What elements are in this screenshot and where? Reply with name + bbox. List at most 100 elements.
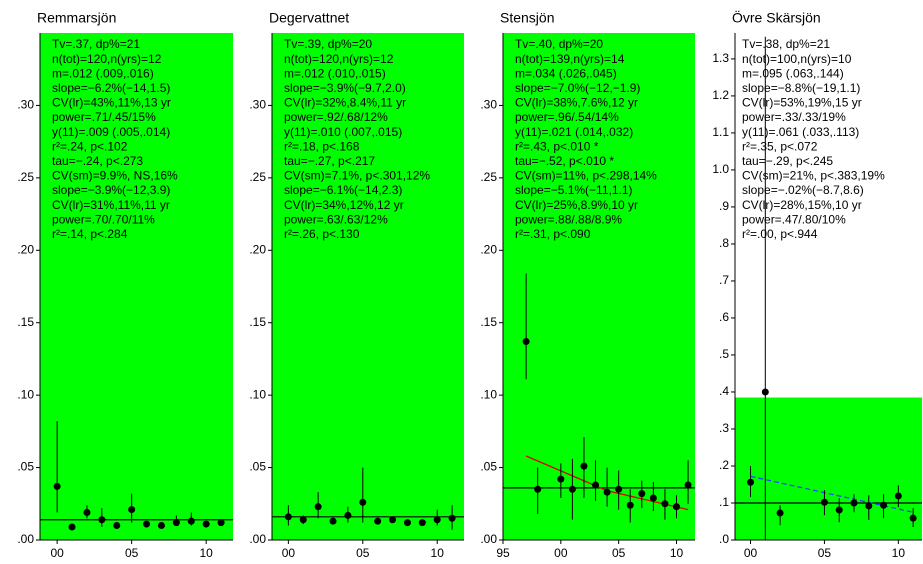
stat-line: y(11)=.009 (.005,.014)	[52, 125, 170, 139]
stat-line: y(11)=.021 (.014,.032)	[515, 125, 633, 139]
point	[187, 517, 195, 525]
stat-line: tau=−.27, p<.217	[284, 154, 375, 168]
point	[880, 501, 888, 509]
highlight-band	[40, 33, 233, 540]
x-tick-label: 10	[892, 546, 906, 560]
y-tick-label: .05	[249, 460, 266, 474]
point	[217, 519, 225, 527]
point	[761, 388, 769, 396]
stat-line: CV(sm)=11%, p<.298,14%	[515, 169, 657, 183]
point	[649, 494, 657, 502]
point	[329, 517, 337, 525]
point	[314, 503, 322, 511]
point	[98, 516, 106, 524]
stat-line: power=.63/.63/12%	[284, 212, 388, 226]
stat-line: Tv=.39, dp%=20	[284, 37, 372, 51]
stat-line: CV(sm)=21%, p<.383,19%	[742, 169, 885, 183]
stat-line: r²=.31, p<.090	[515, 227, 591, 241]
point	[534, 485, 542, 493]
y-tick-label: 1.2	[712, 88, 729, 102]
point	[835, 506, 843, 514]
stat-line: slope=−.02%(−8.7,8.6)	[742, 183, 864, 197]
point	[143, 520, 151, 528]
y-tick-label: .3	[719, 421, 729, 435]
point	[157, 522, 165, 530]
stat-line: CV(lr)=28%,15%,10 yr	[742, 198, 862, 212]
highlight-band	[735, 397, 922, 540]
stat-line: CV(lr)=32%,8.4%,11 yr	[284, 96, 406, 110]
stat-line: m=.012 (.010,.015)	[284, 66, 386, 80]
stat-line: CV(sm)=7.1%, p<.301,12%	[284, 169, 430, 183]
highlight-band	[503, 33, 695, 540]
stat-line: n(tot)=120,n(yrs)=12	[52, 52, 162, 66]
point	[128, 506, 136, 514]
x-tick-label: 00	[554, 546, 568, 560]
stat-line: r²=.26, p<.130	[284, 227, 360, 241]
stat-line: m=.034 (.026,.045)	[515, 66, 617, 80]
x-tick-label: 10	[199, 546, 213, 560]
y-tick-label: 1.0	[712, 162, 729, 176]
y-tick-label: .30	[249, 98, 266, 112]
stat-line: y(11)=.061 (.033,.113)	[742, 125, 859, 139]
y-tick-label: .00	[480, 532, 497, 546]
point	[284, 513, 292, 521]
y-tick-label: .25	[17, 170, 34, 184]
y-tick-label: .9	[719, 199, 729, 213]
point	[344, 511, 352, 519]
stat-line: r²=.43, p<.010 *	[515, 139, 599, 153]
stat-line: slope=−3.9%(−9.7,2.0)	[284, 81, 406, 95]
y-tick-label: .5	[719, 347, 729, 361]
point	[672, 503, 680, 511]
point	[557, 475, 565, 483]
point	[448, 514, 456, 522]
stat-line: m=.095 (.063,.144)	[742, 66, 844, 80]
stat-line: slope=−5.1%(−11,1.1)	[515, 183, 633, 197]
point	[592, 481, 600, 489]
y-tick-label: .10	[17, 387, 34, 401]
stat-line: slope=−7.0%(−12,−1.9)	[515, 81, 640, 95]
y-tick-label: .15	[249, 315, 266, 329]
stat-line: tau=−.24, p<.273	[52, 154, 143, 168]
stat-line: CV(lr)=34%,12%,12 yr	[284, 198, 404, 212]
stat-line: r²=.00, p<.944	[742, 227, 818, 241]
y-tick-label: .30	[480, 98, 497, 112]
stat-line: power=.88/.88/8.9%	[515, 212, 622, 226]
x-tick-label: 95	[496, 546, 510, 560]
point	[776, 509, 784, 517]
point	[626, 501, 634, 509]
y-tick-label: .00	[249, 532, 266, 546]
stat-line: power=.70/.70/11%	[52, 212, 155, 226]
y-tick-label: 1.3	[712, 51, 729, 65]
stat-line: Tv=.37, dp%=21	[52, 37, 140, 51]
stat-line: CV(lr)=38%,7.6%,12 yr	[515, 96, 638, 110]
stat-line: power=.33/.33/19%	[742, 110, 846, 124]
y-tick-label: .6	[719, 310, 729, 324]
y-tick-label: .25	[249, 170, 266, 184]
point	[53, 482, 61, 490]
stat-line: CV(lr)=31%,11%,11 yr	[52, 198, 170, 212]
point	[202, 520, 210, 528]
point	[433, 516, 441, 524]
y-tick-label: .00	[17, 532, 34, 546]
y-tick-label: .20	[17, 242, 34, 256]
panel: Övre Skärsjön .0 .1 .2 .3 .4 .5 .6 .7 .8 .9 1.0 1.1 1…	[712, 9, 922, 560]
point	[747, 478, 755, 486]
x-tick-label: 05	[125, 546, 139, 560]
x-tick-label: 10	[670, 546, 684, 560]
y-tick-label: .05	[17, 460, 34, 474]
stat-line: slope=−3.9%(−12,3.9)	[52, 183, 170, 197]
point	[113, 522, 121, 530]
point	[299, 516, 307, 524]
stat-line: CV(sm)=9.9%, NS,16%	[52, 169, 178, 183]
y-tick-label: .8	[719, 236, 729, 250]
point	[894, 492, 902, 500]
point	[603, 488, 611, 496]
stat-line: CV(lr)=53%,19%,15 yr	[742, 96, 862, 110]
y-tick-label: .10	[480, 387, 497, 401]
y-tick-label: .05	[480, 460, 497, 474]
stat-line: CV(lr)=43%,11%,13 yr	[52, 96, 171, 110]
stat-line: r²=.35, p<.072	[742, 139, 818, 153]
stat-line: m=.012 (.009,.016)	[52, 66, 154, 80]
stat-line: r²=.24, p<.102	[52, 139, 128, 153]
